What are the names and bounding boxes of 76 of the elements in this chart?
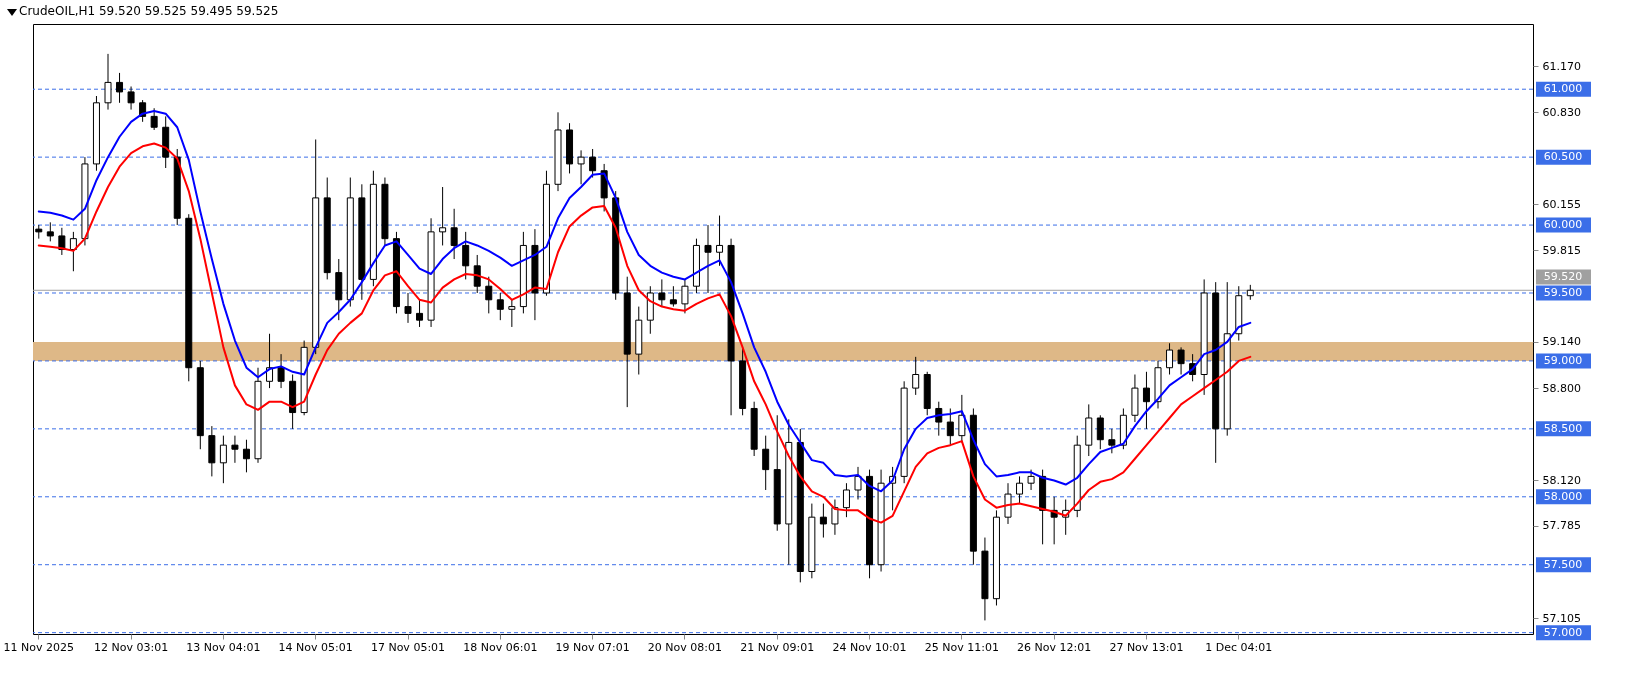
- candlestick: [416, 299, 424, 328]
- x-tick-label: 14 Nov 05:01: [278, 640, 353, 654]
- candlestick: [1177, 346, 1185, 376]
- candlestick: [242, 439, 250, 473]
- candlestick: [669, 285, 677, 308]
- candlestick: [854, 466, 862, 500]
- y-tick-label: 59.815: [1542, 243, 1581, 257]
- candlestick: [681, 278, 689, 314]
- candlestick: [1027, 469, 1035, 491]
- candlestick: [439, 186, 447, 246]
- y-tick-label: 58.120: [1542, 473, 1581, 487]
- ref-line-label: 59.520: [1543, 270, 1583, 283]
- ref-line-label: 57.500: [1543, 557, 1583, 571]
- candlestick: [1096, 414, 1104, 450]
- x-tick-label: 21 Nov 09:01: [740, 640, 815, 654]
- y-tick-label: 57.785: [1542, 519, 1581, 533]
- ref-line-label: 60.000: [1543, 218, 1583, 232]
- x-tick-label: 27 Nov 13:01: [1109, 640, 1184, 654]
- ref-line-label: 59.500: [1543, 286, 1583, 299]
- y-tick-label: 60.155: [1542, 197, 1581, 211]
- candlestick: [473, 254, 481, 294]
- y-tick-label: 60.830: [1542, 105, 1581, 119]
- ref-line-label: 59.000: [1543, 353, 1583, 367]
- ref-line-label: 58.000: [1543, 489, 1583, 503]
- candlestick: [1016, 475, 1024, 505]
- candlestick: [958, 394, 966, 443]
- candlestick: [589, 148, 597, 179]
- y-tick-label: 61.170: [1542, 59, 1581, 73]
- candlestick: [127, 85, 135, 111]
- chart-title: CrudeOIL,H1 59.520 59.525 59.495 59.525: [19, 4, 279, 18]
- candlestick: [231, 435, 239, 464]
- x-tick-label: 12 Nov 03:01: [93, 640, 169, 654]
- candlestick: [150, 107, 158, 131]
- candlestick: [1108, 428, 1116, 454]
- candlestick: [577, 149, 585, 185]
- ref-line-label: 60.500: [1543, 150, 1583, 164]
- ref-line-label: 61.000: [1543, 82, 1583, 96]
- candlestick: [819, 503, 827, 539]
- candlestick: [116, 72, 124, 104]
- x-tick-label: 26 Nov 12:01: [1017, 640, 1092, 654]
- x-tick-label: 25 Nov 11:01: [924, 640, 999, 654]
- candlestick: [1142, 371, 1150, 430]
- x-tick-label: 17 Nov 05:01: [370, 640, 446, 654]
- candlestick: [704, 224, 712, 294]
- candlestick: [842, 482, 850, 518]
- x-tick-label: 24 Nov 10:01: [832, 640, 907, 654]
- candlestick: [46, 221, 54, 242]
- y-tick-label: 58.800: [1542, 381, 1581, 395]
- candlestick: [716, 215, 724, 267]
- candlestick: [462, 231, 470, 280]
- candlestick: [219, 435, 227, 484]
- candlestick: [1166, 342, 1174, 376]
- ref-line-label: 58.500: [1543, 421, 1583, 435]
- candlestick: [496, 292, 504, 321]
- candlestick: [104, 53, 112, 111]
- candlestick: [762, 435, 770, 491]
- line-series: [37, 142, 1252, 524]
- candlestick: [277, 353, 285, 389]
- x-tick-label: 13 Nov 04:01: [186, 640, 261, 654]
- x-tick-label: 20 Nov 08:01: [647, 640, 723, 654]
- candlestick: [946, 407, 954, 446]
- ref-line-label: 57.000: [1543, 625, 1583, 639]
- y-tick-label: 59.140: [1542, 335, 1581, 349]
- candlestick: [404, 292, 412, 324]
- candlestick: [508, 299, 516, 328]
- candlestick: [912, 356, 920, 396]
- x-tick-label: 19 Nov 07:01: [555, 640, 630, 654]
- y-tick-label: 57.105: [1542, 611, 1581, 625]
- x-tick-label: 1 Dec 04:01: [1205, 640, 1273, 654]
- candlestick: [831, 499, 839, 536]
- candlestick: [1004, 482, 1012, 525]
- candlestick: [485, 276, 493, 314]
- candlestick: [658, 278, 666, 308]
- candlestick: [450, 208, 458, 260]
- x-tick-label: 18 Nov 06:01: [463, 640, 538, 654]
- x-tick-label: 11 Nov 2025: [3, 640, 74, 654]
